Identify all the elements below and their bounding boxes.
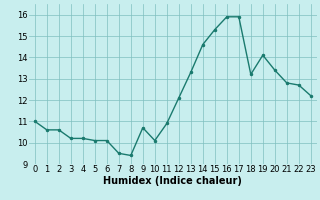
X-axis label: Humidex (Indice chaleur): Humidex (Indice chaleur) [103,176,242,186]
